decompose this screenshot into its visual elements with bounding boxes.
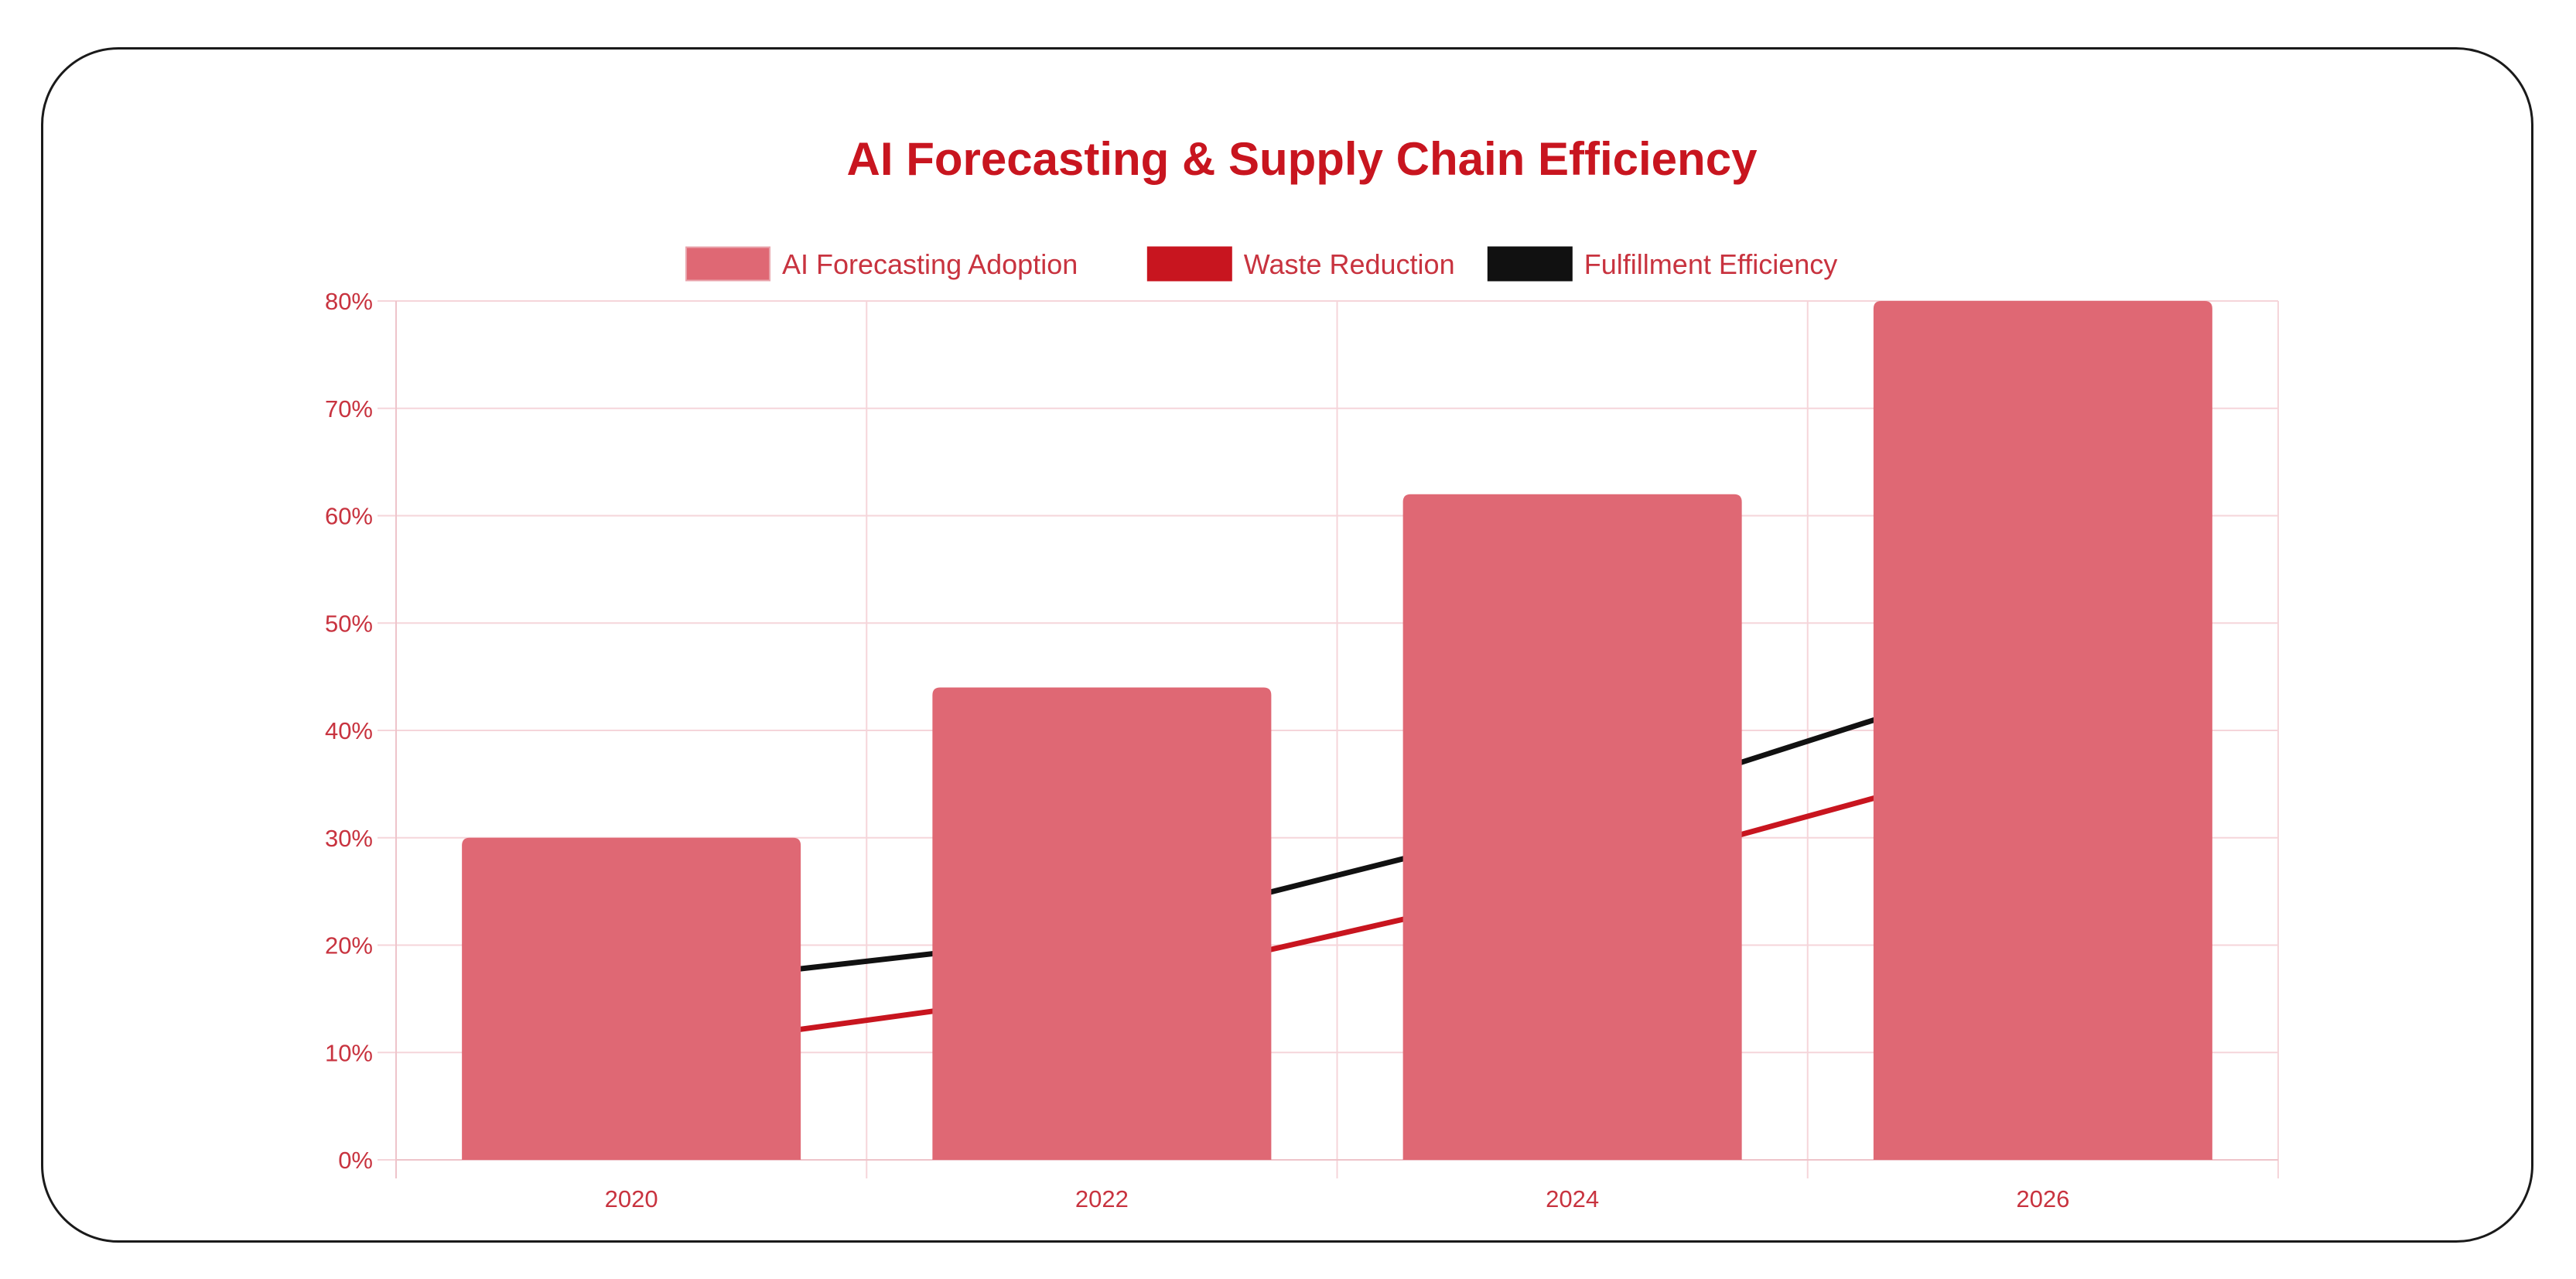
y-tick-label: 60% bbox=[325, 503, 373, 530]
legend-label: Fulfillment Efficiency bbox=[1584, 248, 1837, 280]
chart-title: AI Forecasting & Supply Chain Efficiency bbox=[847, 133, 1758, 185]
y-tick-label: 80% bbox=[325, 288, 373, 315]
bar-layer bbox=[462, 301, 2212, 1160]
bar bbox=[1402, 494, 1742, 1160]
axis-layer: 0% 10% 20% 30% 40% 50% 60% 70% 80% 2020 2022 2024 20… bbox=[325, 288, 2069, 1212]
legend-swatch bbox=[1487, 246, 1573, 282]
x-tick-label: 2020 bbox=[605, 1185, 658, 1212]
x-tick-label: 2024 bbox=[1546, 1185, 1599, 1212]
legend-item[interactable]: Waste Reduction bbox=[1146, 246, 1455, 282]
y-tick-label: 20% bbox=[325, 932, 373, 959]
x-tick-label: 2026 bbox=[2016, 1185, 2069, 1212]
bar bbox=[462, 837, 801, 1160]
legend-item[interactable]: Fulfillment Efficiency bbox=[1487, 246, 1837, 282]
x-tick-label: 2022 bbox=[1075, 1185, 1129, 1212]
bar bbox=[932, 687, 1272, 1160]
legend-swatch bbox=[685, 246, 770, 282]
y-tick-label: 40% bbox=[325, 717, 373, 744]
y-tick-label: 0% bbox=[338, 1147, 373, 1174]
legend[interactable]: AI Forecasting Adoption Waste Reduction Fu… bbox=[685, 246, 1837, 282]
legend-swatch bbox=[1146, 246, 1232, 282]
y-tick-label: 30% bbox=[325, 825, 373, 852]
legend-label: Waste Reduction bbox=[1244, 248, 1455, 280]
y-tick-label: 10% bbox=[325, 1039, 373, 1066]
y-tick-label: 50% bbox=[325, 610, 373, 637]
legend-label: AI Forecasting Adoption bbox=[782, 248, 1078, 280]
series-line bbox=[628, 749, 2046, 1055]
y-tick-label: 70% bbox=[325, 395, 373, 422]
bar bbox=[1873, 301, 2212, 1160]
series-line bbox=[628, 663, 2046, 991]
legend-item[interactable]: AI Forecasting Adoption bbox=[685, 246, 1078, 282]
